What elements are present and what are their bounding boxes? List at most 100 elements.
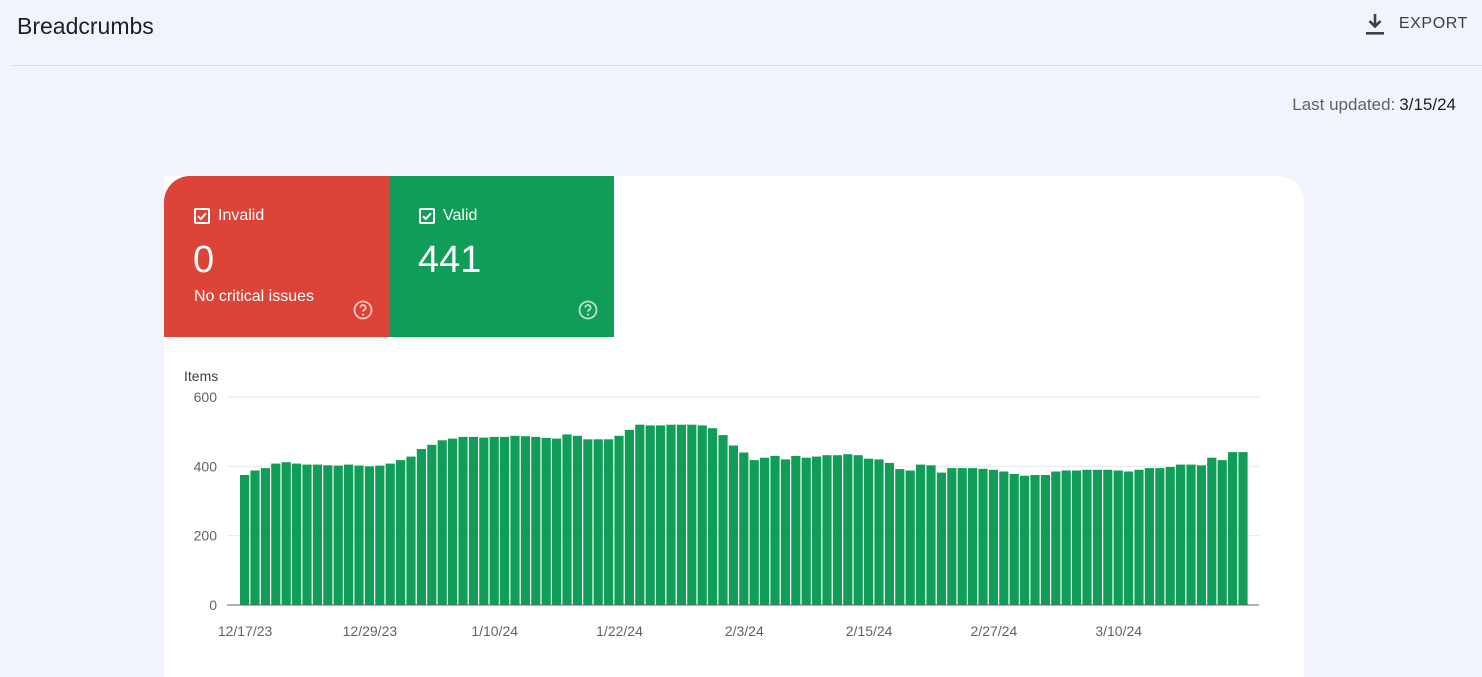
chart-bar — [749, 460, 759, 605]
chart-bar — [1030, 475, 1040, 605]
x-tick-label: 1/22/24 — [596, 623, 643, 639]
chart-bar — [281, 462, 291, 605]
header-divider — [12, 65, 1482, 66]
y-tick-label: 400 — [194, 458, 218, 474]
chart-bar — [697, 425, 707, 605]
chart-bar — [406, 456, 416, 605]
chart-bar — [1176, 464, 1186, 605]
chart-bar — [978, 468, 988, 605]
valid-label: Valid — [443, 207, 478, 224]
chart-bar — [541, 437, 551, 605]
chart-bar — [552, 438, 562, 605]
chart-bar — [572, 435, 582, 605]
chart-bar — [895, 469, 905, 605]
chart-bar — [1186, 464, 1196, 605]
x-tick-label: 3/10/24 — [1095, 623, 1142, 639]
chart-bar — [292, 463, 302, 605]
export-button[interactable]: EXPORT — [1365, 12, 1468, 36]
chart-bar — [1040, 475, 1050, 605]
chart-bar — [666, 424, 676, 605]
chart-bar — [718, 435, 728, 605]
invalid-label: Invalid — [218, 207, 265, 224]
chart-bar — [468, 436, 478, 605]
chart-bar — [645, 425, 655, 605]
last-updated-label: Last updated: — [1292, 95, 1396, 114]
chart-bar — [375, 465, 385, 605]
checkbox-icon[interactable] — [194, 208, 210, 224]
chart-bar — [1165, 467, 1175, 605]
chart-bar — [302, 464, 312, 605]
chart-bar — [448, 438, 458, 605]
chart-bar — [1009, 474, 1019, 605]
chart-bar — [1103, 469, 1113, 605]
chart-bar — [479, 437, 489, 605]
chart-bar — [760, 457, 770, 605]
chart-bar — [531, 436, 541, 605]
chart-bar — [396, 460, 406, 605]
chart-bar — [1051, 471, 1061, 605]
chart-bar — [1092, 469, 1102, 605]
chart-bar — [656, 425, 666, 605]
checkbox-icon[interactable] — [419, 208, 435, 224]
chart-bar — [354, 465, 364, 605]
chart-bar — [728, 445, 738, 605]
chart-bar — [1124, 471, 1134, 605]
y-tick-label: 600 — [194, 389, 218, 405]
invalid-tile[interactable]: Invalid 0 No critical issues — [164, 176, 389, 337]
download-icon — [1365, 12, 1385, 36]
chart-bar — [947, 468, 957, 605]
chart-bar — [884, 462, 894, 605]
chart-bar — [874, 459, 884, 605]
y-tick-label: 0 — [209, 597, 217, 613]
items-chart: Items 0 200 400 600 12/17/23 12/29/23 1/10/24 1/… — [184, 368, 1259, 639]
chart-bar — [1134, 469, 1144, 605]
chart-bar — [583, 439, 593, 605]
chart-bar — [604, 439, 614, 605]
chart-bar — [1144, 468, 1154, 605]
x-tick-label: 12/29/23 — [343, 623, 398, 639]
chart-bar — [271, 463, 281, 605]
chart-bar — [416, 449, 426, 605]
chart-bar — [614, 435, 624, 605]
chart-bar — [1072, 470, 1082, 605]
chart-bar — [1238, 452, 1248, 605]
chart-bar — [843, 454, 853, 605]
help-icon[interactable] — [353, 300, 373, 320]
chart-bar — [864, 458, 874, 605]
chart-bar — [1082, 469, 1092, 605]
chart-bar — [770, 455, 780, 605]
chart-bar — [812, 456, 822, 605]
chart-bar — [739, 452, 749, 605]
chart-bar — [427, 444, 437, 605]
chart-bar — [437, 440, 447, 605]
chart-bar — [832, 455, 842, 605]
x-tick-label: 2/3/24 — [725, 623, 764, 639]
chart-bar — [489, 436, 499, 605]
chart-bar — [687, 424, 697, 605]
chart-bar — [458, 436, 468, 605]
chart-bar — [988, 469, 998, 605]
chart-bar — [1061, 470, 1071, 605]
chart-bar — [926, 465, 936, 605]
chart-bar — [1113, 470, 1123, 605]
x-tick-label: 2/15/24 — [846, 623, 893, 639]
help-icon[interactable] — [578, 300, 598, 320]
chart-bar — [624, 429, 634, 605]
chart-bar — [500, 436, 510, 605]
chart-bar — [344, 464, 354, 605]
chart-bar — [791, 455, 801, 605]
y-axis-label: Items — [184, 368, 218, 384]
report-card: Invalid 0 No critical issues Valid 441 — [164, 176, 1304, 677]
chart-bar — [593, 439, 603, 605]
valid-tile[interactable]: Valid 441 — [389, 176, 614, 337]
chart-bar — [364, 466, 374, 605]
invalid-tile-label: Invalid — [194, 207, 264, 225]
page-header: Breadcrumbs EXPORT — [0, 0, 1482, 66]
chart-bar — [333, 465, 343, 605]
x-tick-label: 1/10/24 — [471, 623, 518, 639]
chart-bar — [1207, 457, 1217, 605]
chart-bar — [240, 475, 250, 605]
chart-bar — [968, 468, 978, 605]
chart-bar — [1217, 460, 1227, 605]
valid-count: 441 — [418, 239, 482, 281]
